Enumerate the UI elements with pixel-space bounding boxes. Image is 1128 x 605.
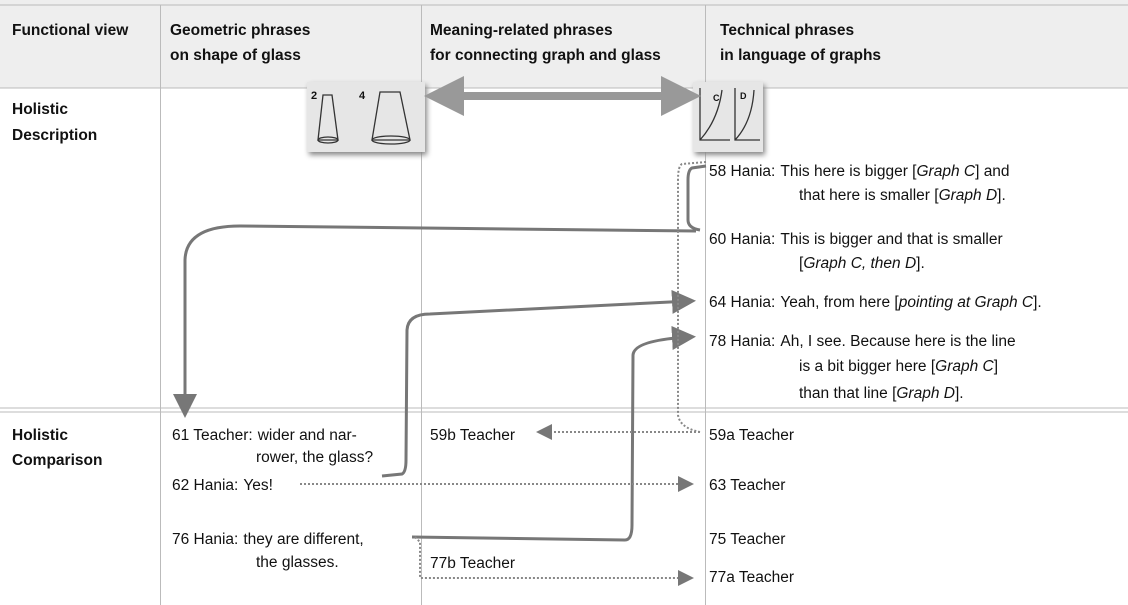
speaker: 76 Hania: <box>172 531 239 548</box>
speaker: 62 Hania: <box>172 477 239 494</box>
utterance-line: 60 Hania: This is bigger and that is smal… <box>709 230 1003 250</box>
utterance-line: 61 Teacher: wider and nar- <box>172 426 357 446</box>
text: This is bigger and that is smaller <box>780 231 1003 248</box>
utterance-line: that here is smaller [Graph D]. <box>799 186 1006 206</box>
italic-text: Graph D <box>938 187 998 204</box>
header-cell: in language of graphs <box>720 47 882 64</box>
utterance-line: 78 Hania: Ah, I see. Because here is the … <box>709 332 1016 352</box>
utterance-line: 64 Hania: Yeah, from here [pointing at Gr… <box>709 293 1042 313</box>
utterance-line: than that line [Graph D]. <box>799 384 964 404</box>
header-cell: for connecting graph and glass <box>430 47 661 64</box>
utterance: 77b Teacher <box>430 555 516 572</box>
header-cell: Technical phrases <box>720 22 855 39</box>
arrow <box>686 164 707 232</box>
icon-label: 4 <box>359 90 366 102</box>
italic-text: pointing at Graph C <box>898 294 1034 311</box>
utterance-line: [Graph C, then D]. <box>799 254 925 274</box>
text: ] <box>993 358 999 375</box>
utterance-line: is a bit bigger here [Graph C] <box>799 357 998 377</box>
utterance-line: the glasses. <box>256 553 339 573</box>
speaker: 64 Hania: <box>709 294 776 311</box>
speaker: 78 Hania: <box>709 333 776 350</box>
text: Yes! <box>243 477 273 494</box>
text: ]. <box>916 255 925 272</box>
text: they are different, <box>243 531 364 548</box>
header-cell: Meaning-related phrases <box>430 22 613 39</box>
utterance: 59b Teacher <box>430 427 516 444</box>
header-cell: Geometric phrases <box>170 22 311 39</box>
italic-text: Graph C, then D <box>803 255 917 272</box>
italic-text: Graph D <box>896 385 955 402</box>
text: that here is smaller [ <box>799 187 939 204</box>
utterance-line: 76 Hania: they are different, <box>172 530 364 550</box>
italic-text: Graph C <box>935 358 994 375</box>
text: the glasses. <box>256 554 339 571</box>
utterance-line: 58 Hania: This here is bigger [Graph C] a… <box>709 162 1010 182</box>
text: rower, the glass? <box>256 449 374 466</box>
dotted-arrow <box>414 536 694 586</box>
row-label: Description <box>12 127 98 144</box>
speaker: 58 Hania: <box>709 163 776 180</box>
utterance: 77a Teacher <box>709 569 795 586</box>
row-label: Comparison <box>12 452 103 469</box>
utterance-line: 62 Hania: Yes! <box>172 476 273 496</box>
italic-text: Graph C <box>916 163 976 180</box>
header-cell: on shape of glass <box>170 47 301 64</box>
arrow <box>173 224 697 418</box>
text: Ah, I see. Because here is the line <box>780 333 1016 350</box>
utterance: 75 Teacher <box>709 531 786 548</box>
speaker: 61 Teacher: <box>172 427 253 444</box>
header-cell: Functional view <box>12 22 129 39</box>
text: wider and nar- <box>257 427 357 444</box>
icon-label: C <box>713 93 720 103</box>
speaker: 60 Hania: <box>709 231 776 248</box>
icon-label: 2 <box>311 90 318 102</box>
header-bg <box>0 0 1128 88</box>
row-label: Holistic <box>12 101 68 118</box>
row-label: Holistic <box>12 427 68 444</box>
dotted-arrow <box>677 161 707 433</box>
arrow <box>381 289 696 478</box>
text: [ <box>799 255 804 272</box>
text: Yeah, from here [ <box>780 294 899 311</box>
utterance-line: rower, the glass? <box>256 448 373 468</box>
utterance: 59a Teacher <box>709 427 795 444</box>
utterance: 63 Teacher <box>709 477 786 494</box>
text: ]. <box>1033 294 1042 311</box>
icon-label: D <box>740 91 747 101</box>
text: than that line [ <box>799 385 897 402</box>
text: This here is bigger [ <box>780 163 917 180</box>
text: is a bit bigger here [ <box>799 358 936 375</box>
text: ] and <box>975 163 1010 180</box>
text: ]. <box>997 187 1006 204</box>
text: ]. <box>954 385 964 402</box>
arrow <box>411 325 696 542</box>
